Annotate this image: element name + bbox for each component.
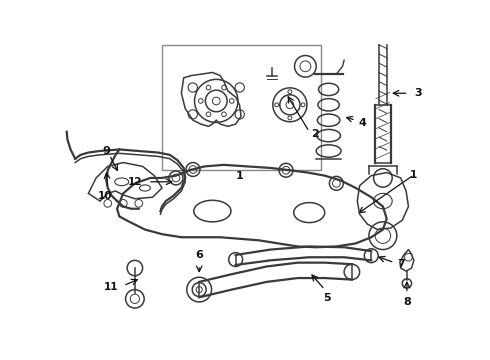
- Text: 10: 10: [98, 191, 113, 201]
- Text: 5: 5: [323, 293, 331, 303]
- Text: 2: 2: [312, 129, 319, 139]
- Text: 9: 9: [102, 146, 110, 156]
- Text: 8: 8: [403, 297, 411, 307]
- Text: 4: 4: [358, 117, 366, 127]
- Text: 12: 12: [128, 177, 143, 187]
- Text: 6: 6: [195, 250, 203, 260]
- Bar: [162, 45, 321, 170]
- Text: 1: 1: [410, 170, 417, 180]
- Text: 7: 7: [397, 259, 405, 269]
- Text: 11: 11: [103, 282, 118, 292]
- Text: 1: 1: [236, 171, 244, 181]
- Text: 3: 3: [414, 88, 421, 98]
